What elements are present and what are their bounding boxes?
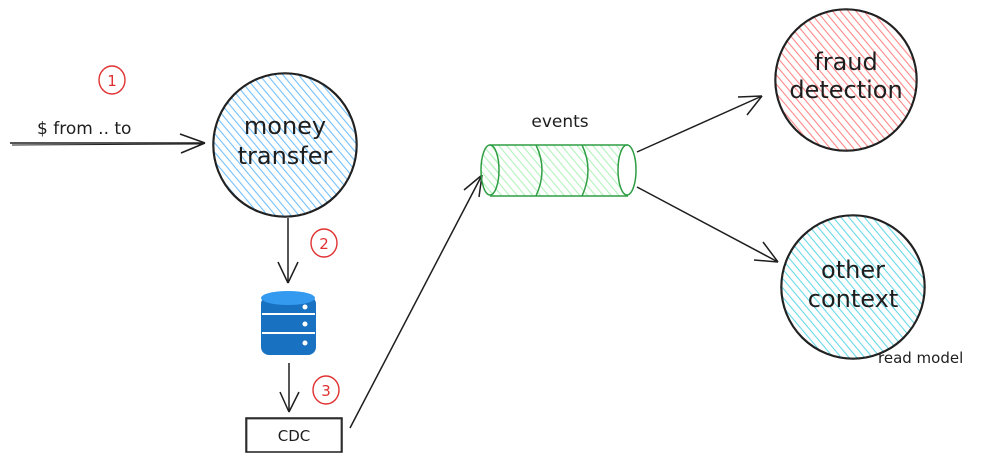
arrow-to-cdc [279,363,300,413]
fraud-detection-line2: detection [789,76,902,104]
arrow-to-database [277,218,299,284]
money-transfer-line2: transfer [238,142,333,170]
step-1-marker: 1 [98,65,126,95]
step-1-label: 1 [107,72,117,90]
arrow-cdc-to-events [349,174,483,429]
step-3-label: 3 [321,382,331,400]
cdc-label: CDC [278,427,311,445]
database-icon [261,291,316,355]
fraud-detection-node: fraud detection [774,8,918,152]
other-context-node: other context [780,214,926,360]
step-3-marker: 3 [312,375,340,405]
arrow-to-other-context [636,186,779,263]
money-transfer-node: money transfer [212,72,358,218]
input-label: $ from .. to [37,119,131,139]
events-queue [480,144,637,197]
step-2-label: 2 [319,235,329,253]
input-arrow [10,133,206,154]
cdc-box: CDC [245,417,343,453]
read-model-label: read model [878,349,963,367]
events-label: events [531,112,588,132]
fraud-detection-line1: fraud [814,48,877,76]
other-context-line2: context [808,285,898,313]
money-transfer-line1: money [244,112,326,140]
step-2-marker: 2 [310,228,338,258]
arrow-to-fraud-detection [636,95,763,153]
other-context-line1: other [821,256,885,284]
